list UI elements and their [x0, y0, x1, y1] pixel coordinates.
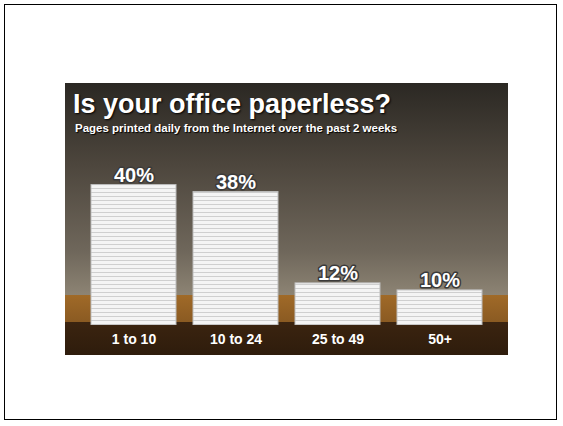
html-text:Is your office paperless?: Is your office paperless?: [73, 89, 392, 119]
svg-text:38%: 38%: [216, 171, 256, 193]
svg-text:12%: 12%: [318, 262, 358, 284]
svg-text:50+: 50+: [428, 331, 452, 347]
html-text:Pages printed daily from the I: Pages printed daily from the Internet ov…: [75, 122, 398, 134]
svg-text:1 to 10: 1 to 10: [112, 331, 157, 347]
svg-text:10 to 24: 10 to 24: [210, 331, 262, 347]
svg-text:25 to 49: 25 to 49: [312, 331, 364, 347]
svg-text:40%: 40%: [114, 164, 154, 186]
svg-text:10%: 10%: [420, 269, 460, 291]
